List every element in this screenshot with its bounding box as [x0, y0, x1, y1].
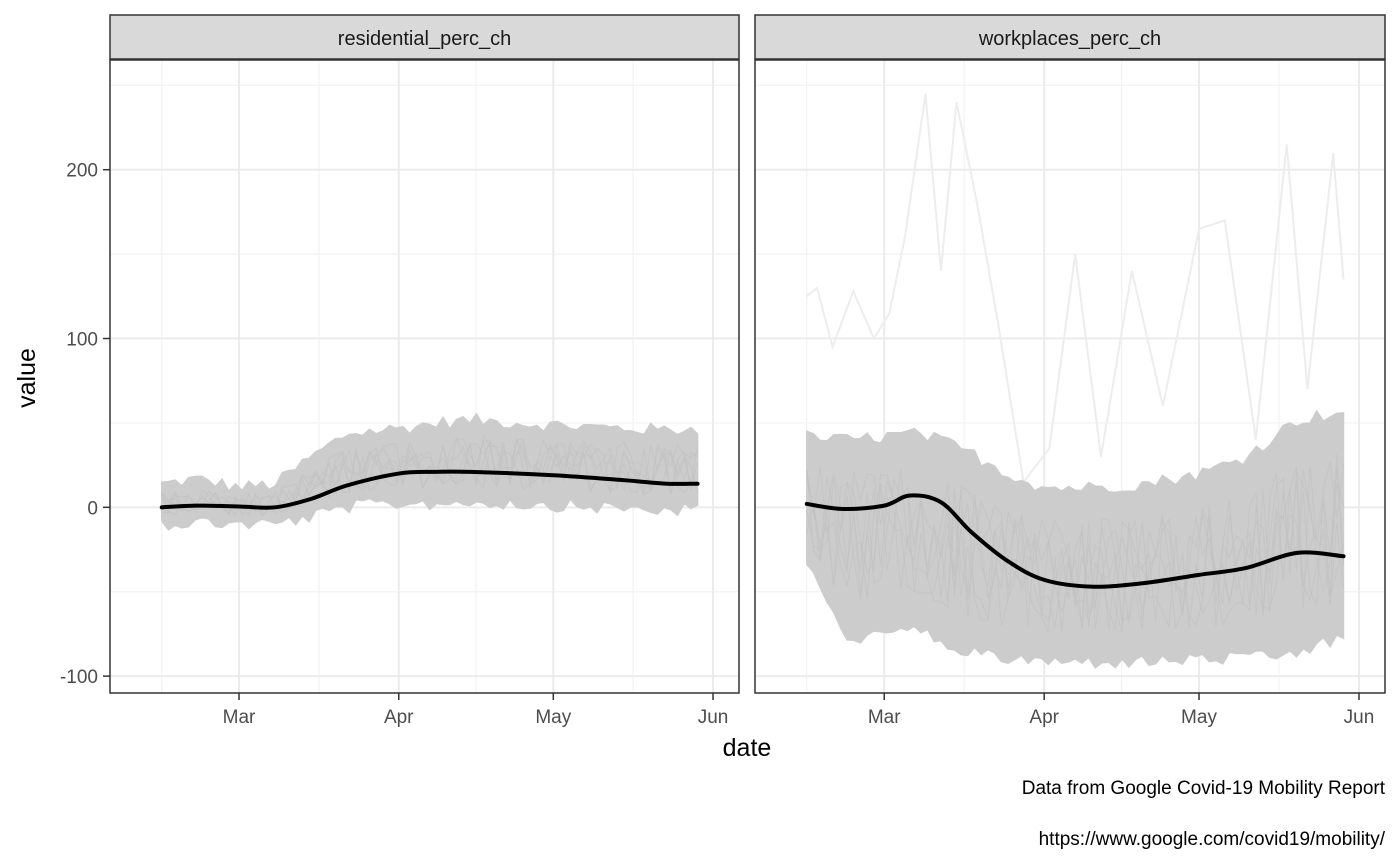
facet-strip: [109, 14, 740, 60]
series-line: [161, 438, 698, 515]
smooth-trend-line: [804, 493, 1346, 589]
panel-border: [754, 59, 1386, 694]
facet-strip: [754, 14, 1386, 60]
caption-source: Data from Google Covid-19 Mobility Repor…: [1022, 778, 1386, 799]
y-tick-label: 100: [66, 330, 98, 351]
x-tick-label: Mar: [868, 707, 901, 728]
data-layer: [159, 412, 700, 531]
series-line: [161, 434, 698, 513]
smooth-trend-line: [159, 469, 700, 510]
series-line: [806, 466, 1344, 634]
panel-border: [109, 59, 740, 694]
series-line: [161, 436, 699, 517]
facet-strip-label: residential_perc_ch: [338, 28, 511, 50]
y-tick-label: -100: [60, 667, 98, 688]
facet-panel-1: residential_perc_ch Mar Apr May Jun -100 0 100 2…: [60, 14, 740, 728]
series-band: [806, 409, 1345, 669]
x-axis-title: date: [723, 734, 772, 762]
x-tick-label: Mar: [223, 707, 256, 728]
y-axis-title: value: [13, 348, 41, 408]
data-layer: [804, 93, 1346, 669]
x-tick-label: Jun: [698, 707, 729, 728]
series-line: [806, 454, 1344, 629]
chart-panels: residential_perc_ch Mar Apr May Jun -100 0 100 2…: [60, 14, 1386, 728]
x-tick-label: May: [535, 707, 571, 728]
facet-strip-label: workplaces_perc_ch: [978, 28, 1161, 50]
x-tick-label: May: [1181, 707, 1217, 728]
caption-url: https://www.google.com/covid19/mobility/: [1039, 829, 1386, 850]
series-line: [806, 461, 1344, 633]
panel-background: [110, 60, 739, 693]
facet-panel-2: workplaces_perc_ch Mar Apr May Jun: [754, 14, 1386, 728]
y-tick-label: 200: [66, 161, 98, 182]
x-tick-label: Jun: [1344, 707, 1375, 728]
series-line: [806, 466, 1344, 630]
x-tick-label: Apr: [384, 707, 414, 728]
y-tick-label: 0: [87, 498, 98, 519]
x-tick-label: Apr: [1029, 707, 1059, 728]
